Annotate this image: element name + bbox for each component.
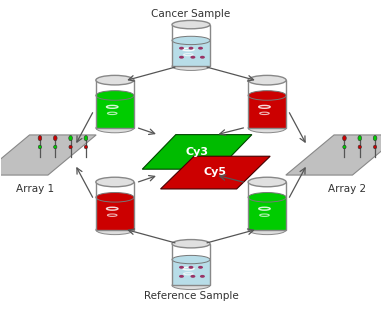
Ellipse shape [53, 135, 57, 141]
Ellipse shape [198, 47, 203, 50]
Ellipse shape [248, 177, 286, 187]
Ellipse shape [248, 193, 286, 202]
Ellipse shape [96, 75, 134, 85]
Bar [96, 182, 134, 230]
Ellipse shape [189, 266, 193, 269]
Bar [96, 95, 134, 128]
Bar [96, 80, 134, 128]
Polygon shape [160, 156, 270, 189]
Bar [172, 40, 210, 66]
Ellipse shape [191, 56, 195, 59]
Ellipse shape [69, 145, 72, 149]
Ellipse shape [84, 135, 88, 141]
Ellipse shape [248, 225, 286, 235]
Ellipse shape [179, 266, 184, 269]
Polygon shape [0, 135, 96, 175]
Bar [172, 259, 210, 286]
Ellipse shape [38, 135, 42, 141]
Ellipse shape [343, 145, 346, 149]
Ellipse shape [96, 177, 134, 187]
Ellipse shape [189, 47, 193, 50]
Ellipse shape [358, 145, 361, 149]
Text: Array 2: Array 2 [328, 184, 366, 194]
Bar [248, 95, 286, 128]
Ellipse shape [53, 145, 57, 149]
Ellipse shape [96, 123, 134, 133]
Ellipse shape [200, 275, 205, 278]
Text: Cy5: Cy5 [204, 167, 227, 177]
Ellipse shape [38, 145, 42, 149]
Ellipse shape [179, 56, 184, 59]
Ellipse shape [84, 145, 87, 149]
Ellipse shape [200, 56, 205, 59]
Ellipse shape [172, 281, 210, 290]
Text: Cancer Sample: Cancer Sample [151, 9, 231, 19]
Ellipse shape [374, 145, 377, 149]
Ellipse shape [96, 225, 134, 235]
Bar [248, 197, 286, 230]
Ellipse shape [69, 135, 73, 141]
Ellipse shape [343, 135, 346, 141]
Polygon shape [142, 135, 252, 169]
Ellipse shape [191, 275, 195, 278]
Ellipse shape [172, 240, 210, 248]
Ellipse shape [96, 91, 134, 100]
Text: Cy3: Cy3 [186, 147, 209, 157]
Ellipse shape [248, 91, 286, 100]
Text: Array 1: Array 1 [16, 184, 54, 194]
Ellipse shape [198, 266, 203, 269]
Ellipse shape [172, 20, 210, 29]
Ellipse shape [248, 75, 286, 85]
Bar [172, 24, 210, 66]
Ellipse shape [172, 62, 210, 70]
Ellipse shape [172, 36, 210, 45]
Ellipse shape [96, 193, 134, 202]
Ellipse shape [248, 123, 286, 133]
Ellipse shape [172, 255, 210, 264]
Ellipse shape [179, 275, 184, 278]
Bar [96, 197, 134, 230]
Ellipse shape [179, 47, 184, 50]
Ellipse shape [373, 135, 377, 141]
Polygon shape [286, 135, 382, 175]
Text: Reference Sample: Reference Sample [144, 291, 238, 301]
Bar [248, 80, 286, 128]
Bar [172, 244, 210, 286]
Ellipse shape [358, 135, 362, 141]
Bar [248, 182, 286, 230]
